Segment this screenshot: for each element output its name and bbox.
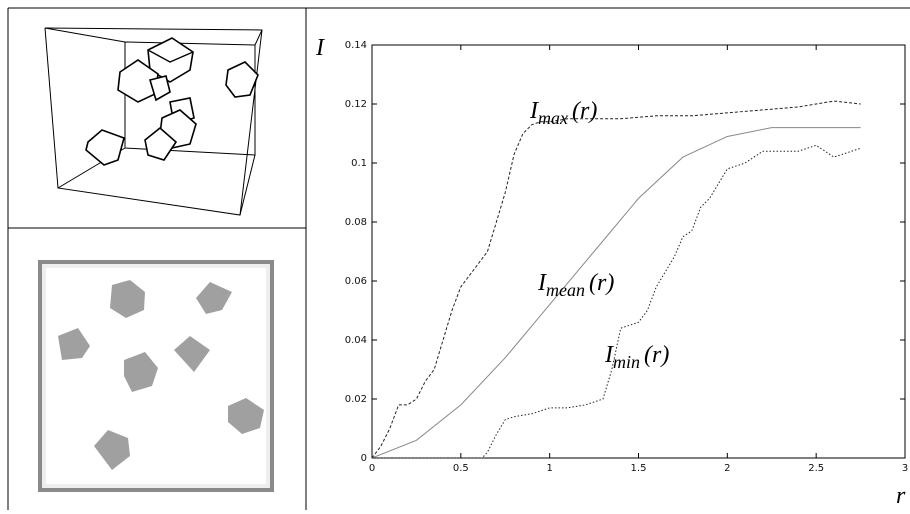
y-tick-label: 0.08: [345, 217, 367, 228]
line-series: [372, 144, 861, 459]
annotation-arg: (r): [589, 270, 614, 296]
x-tick-label: 3: [902, 463, 908, 474]
y-axis-label: I: [315, 35, 325, 61]
annotation: Imax (r): [529, 98, 597, 128]
x-tick-label: 0: [369, 463, 375, 474]
annotation-sub: min: [613, 352, 640, 372]
y-tick-label: 0.02: [345, 394, 367, 405]
y-tick-label: 0.12: [345, 99, 367, 110]
y-tick-label: 0.04: [345, 335, 367, 346]
annotation-base: I: [537, 270, 547, 296]
x-tick-label: 1.5: [631, 463, 647, 474]
cubes: [85, 37, 259, 166]
x-tick-label: 2.5: [808, 463, 824, 474]
x-axis-label: r: [896, 483, 906, 509]
annotation: Imin (r): [604, 342, 669, 372]
annotation-arg: (r): [644, 342, 669, 368]
line-series: [371, 100, 861, 459]
annotation-base: I: [529, 98, 539, 124]
annotation: Imean (r): [537, 270, 614, 300]
annotation-arg: (r): [572, 98, 597, 124]
x-tick-label: 1: [546, 463, 552, 474]
line-series: [371, 127, 861, 459]
plot-box: [371, 44, 906, 459]
annotation-base: I: [604, 342, 614, 368]
projection-illustration: [38, 260, 274, 492]
y-tick-label: 0.1: [351, 158, 367, 169]
annotation-sub: mean: [546, 280, 585, 300]
y-tick-label: 0.06: [345, 276, 367, 287]
x-tick-label: 2: [724, 463, 730, 474]
x-tick-label: 0.5: [453, 463, 469, 474]
y-tick-label: 0: [361, 453, 367, 464]
annotation-sub: max: [538, 108, 568, 128]
frame: [7, 7, 910, 510]
y-tick-label: 0.14: [345, 40, 367, 51]
